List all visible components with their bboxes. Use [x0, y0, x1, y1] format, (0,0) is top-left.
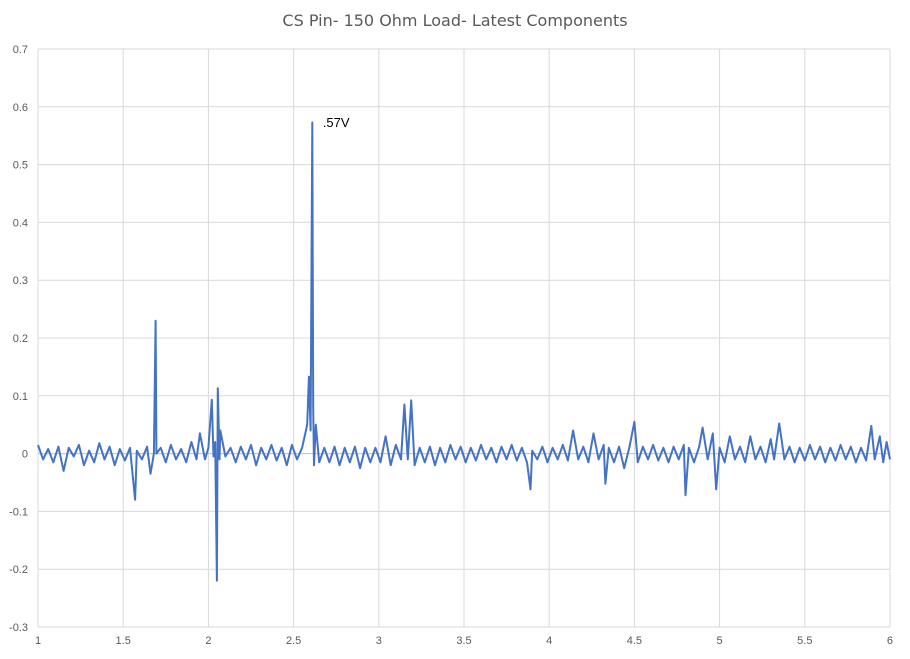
series-line — [37, 121, 891, 582]
x-tick-label: 4.5 — [627, 635, 642, 647]
y-tick-label: 0.3 — [13, 275, 28, 287]
x-tick-label: 2.5 — [286, 635, 301, 647]
x-tick-label: 5.5 — [797, 635, 812, 647]
y-tick-label: 0.2 — [13, 333, 28, 345]
y-tick-label: 0.6 — [13, 102, 28, 114]
x-tick-label: 5 — [717, 635, 723, 647]
x-tick-label: 3 — [376, 635, 382, 647]
y-tick-label: 0.4 — [13, 217, 28, 229]
x-tick-label: 1 — [35, 635, 41, 647]
x-tick-label: 6 — [887, 635, 893, 647]
peak-annotation: .57V — [323, 115, 350, 130]
y-tick-label: 0.5 — [13, 160, 28, 172]
y-tick-label: 0 — [22, 449, 28, 461]
x-tick-label: 2 — [205, 635, 211, 647]
x-tick-label: 4 — [546, 635, 552, 647]
annotations: .57V — [323, 115, 350, 130]
gridlines — [37, 48, 891, 628]
y-tick-label: -0.1 — [9, 506, 28, 518]
y-tick-label: -0.3 — [9, 622, 28, 634]
y-tick-label: -0.2 — [9, 564, 28, 576]
series-layer — [37, 121, 891, 582]
x-tick-label: 3.5 — [456, 635, 471, 647]
y-tick-label: 0.7 — [13, 44, 28, 56]
y-tick-label: 0.1 — [13, 391, 28, 403]
chart-title: CS Pin- 150 Ohm Load- Latest Components — [282, 11, 628, 30]
tick-labels: -0.3 -0.2 -0.1 0 0.1 0.2 0.3 0.4 0.5 0.6 0.7 1 1.5 2 2… — [9, 44, 893, 647]
x-tick-label: 1.5 — [116, 635, 131, 647]
